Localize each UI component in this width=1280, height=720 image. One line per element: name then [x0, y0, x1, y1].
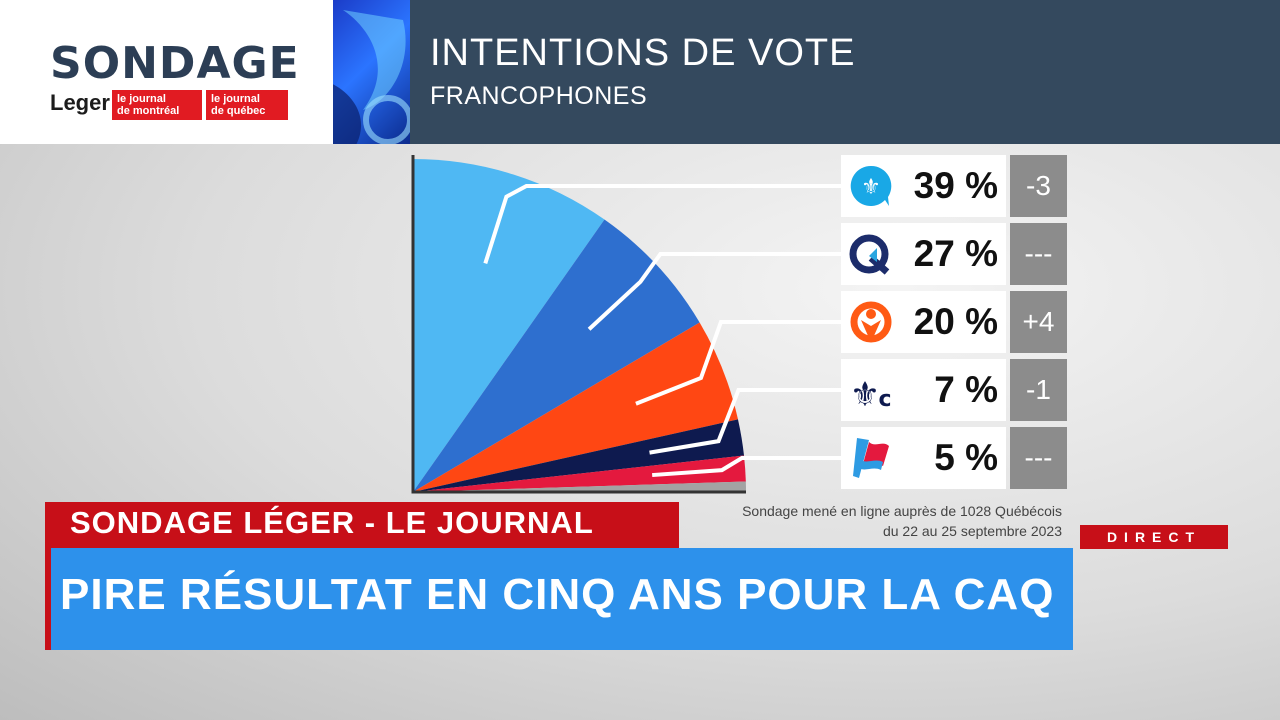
svg-text:⚜: ⚜: [861, 175, 881, 200]
party-percentage: 39 %: [913, 165, 998, 206]
sondage-logo-title: SONDAGE: [50, 38, 300, 89]
journal-de-montreal-logo: le journal de montréal: [112, 90, 202, 120]
flag-icon: [847, 434, 895, 482]
leger-logo: Leger: [50, 90, 110, 115]
fleur-de-lis-c-icon: ⚜ c: [847, 366, 895, 415]
fleur-de-lis-decor: [333, 0, 410, 144]
headline-bar: [45, 548, 1073, 650]
chart-title: INTENTIONS DE VOTE: [430, 32, 856, 74]
source-note: Sondage mené en ligne auprès de 1028 Qué…: [672, 501, 1062, 541]
party-change: -1: [1010, 359, 1067, 421]
pie-slice-4: [413, 455, 746, 492]
source-line-1: Sondage mené en ligne auprès de 1028 Qué…: [742, 503, 1062, 519]
leader-line-4: [652, 456, 841, 478]
title-bar: [410, 0, 1280, 144]
lower-third-tag-text: SONDAGE LÉGER - LE JOURNAL: [70, 505, 594, 540]
sondage-logo-panel: SONDAGE Leger le journal de montréal le …: [0, 0, 333, 144]
pie-slice-3: [413, 419, 744, 492]
party-change: +4: [1010, 291, 1067, 353]
party-change: ---: [1010, 427, 1067, 489]
party-percentage: 5 %: [934, 437, 998, 478]
source-line-2: du 22 au 25 septembre 2023: [882, 523, 1062, 539]
headline-text: PIRE RÉSULTAT EN CINQ ANS POUR LA CAQ: [60, 570, 1055, 619]
party-result-box: ⚜ 39 %: [841, 155, 1006, 217]
pie-slice-2: [413, 322, 738, 492]
badge-line: de montréal: [117, 105, 180, 117]
party-result-box: 5 %: [841, 427, 1006, 489]
leader-line-0: [483, 184, 841, 265]
pie-slice-1: [413, 219, 700, 492]
leader-line-1: [587, 252, 841, 331]
lower-third-tag: [45, 502, 679, 548]
badge-line: de québec: [211, 105, 266, 117]
party-percentage: 20 %: [913, 301, 998, 342]
party-result-box: ⚜ c 7 %: [841, 359, 1006, 421]
leader-line-3: [649, 388, 841, 455]
pie-slice-remainder: [413, 481, 746, 492]
party-result-box: 20 %: [841, 291, 1006, 353]
badge-line: le journal: [117, 93, 166, 105]
party-percentage: 7 %: [934, 369, 998, 410]
chart-axis: [411, 155, 746, 494]
q-arrow-icon: [847, 230, 895, 278]
party-change: -3: [1010, 155, 1067, 217]
svg-text:⚜: ⚜: [850, 375, 880, 414]
badge-line: le journal: [211, 93, 260, 105]
svg-text:c: c: [878, 387, 891, 412]
journal-de-quebec-logo: le journal de québec: [206, 90, 288, 120]
leader-line-2: [635, 320, 841, 406]
party-percentage: 27 %: [913, 233, 998, 274]
party-change: ---: [1010, 223, 1067, 285]
pie-slice-0: [413, 159, 605, 492]
fleur-de-lis-bubble-icon: ⚜: [847, 162, 895, 210]
party-result-box: 27 %: [841, 223, 1006, 285]
chart-subtitle: FRANCOPHONES: [430, 82, 648, 110]
headline-accent: [45, 548, 51, 650]
live-badge: DIRECT: [1080, 525, 1228, 549]
orange-figure-icon: [847, 298, 895, 346]
